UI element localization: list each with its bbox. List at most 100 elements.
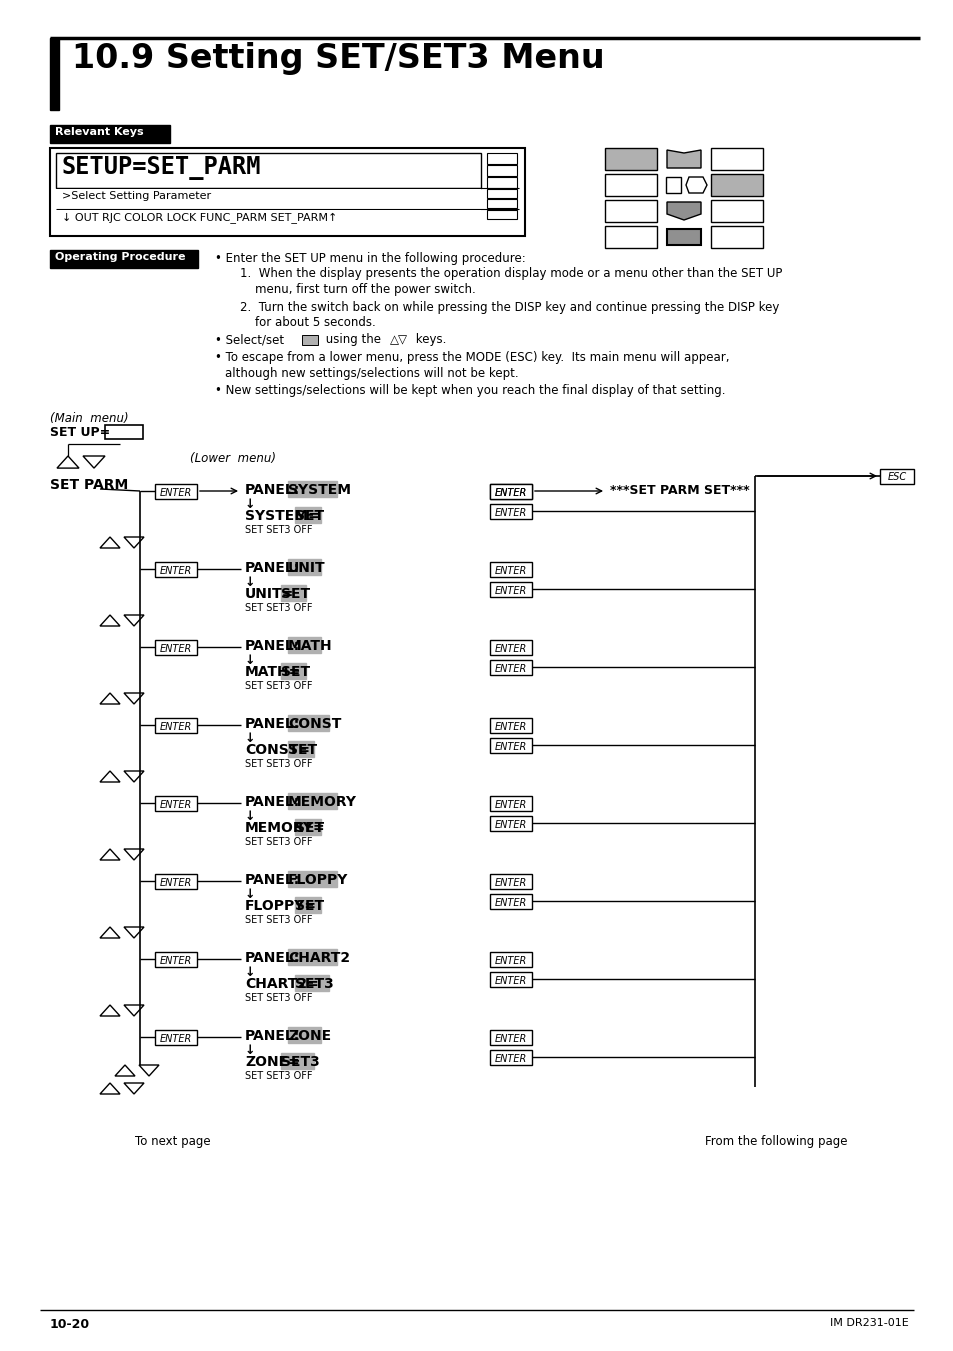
Text: △▽: △▽ (390, 334, 408, 346)
Bar (710, 200, 762, 222)
Text: From the following page: From the following page (704, 1135, 846, 1148)
Bar (288, 715, 329, 731)
Bar (302, 335, 317, 345)
Text: UNIT: UNIT (288, 561, 326, 576)
Bar (490, 640, 532, 655)
Text: ENTER: ENTER (495, 643, 527, 654)
Text: SET: SET (295, 821, 324, 835)
Text: >Select Setting Parameter: >Select Setting Parameter (62, 190, 211, 201)
Bar (710, 226, 762, 249)
Text: ESC: ESC (886, 473, 905, 482)
Text: ENTER: ENTER (495, 721, 527, 731)
Text: SET SET3 OFF: SET SET3 OFF (245, 681, 313, 690)
Text: PANEL:: PANEL: (245, 1029, 300, 1043)
Bar (486, 199, 517, 208)
Text: ENTER: ENTER (495, 820, 527, 830)
Bar (56, 189, 480, 209)
Bar (295, 897, 320, 913)
Text: SET SET3 OFF: SET SET3 OFF (245, 838, 313, 847)
Bar (604, 226, 657, 249)
Text: IM DR231-01E: IM DR231-01E (829, 1319, 908, 1328)
Text: ENTER: ENTER (495, 585, 527, 596)
Text: ↓ OUT RJC COLOR LOCK FUNC_PARM SET_PARM↑: ↓ OUT RJC COLOR LOCK FUNC_PARM SET_PARM↑ (62, 212, 337, 223)
Text: ENTER: ENTER (495, 488, 527, 497)
Text: SET3: SET3 (281, 1055, 319, 1069)
Text: ENTER: ENTER (495, 663, 527, 674)
Bar (490, 971, 532, 988)
Text: SETUP=SET_PARM: SETUP=SET_PARM (62, 155, 261, 180)
Bar (490, 796, 532, 811)
Bar (879, 469, 913, 484)
Bar (50, 126, 170, 143)
Text: FLOPPY=: FLOPPY= (245, 898, 316, 913)
Text: SET: SET (281, 586, 310, 601)
Text: ENTER: ENTER (495, 742, 527, 751)
Bar (710, 149, 762, 170)
Text: ***SET PARM SET***: ***SET PARM SET*** (609, 484, 749, 497)
Text: ENTER: ENTER (495, 566, 527, 576)
Bar (154, 484, 196, 499)
Text: ZONE: ZONE (288, 1029, 331, 1043)
Bar (288, 638, 321, 653)
Bar (50, 38, 59, 109)
Text: PANEL:: PANEL: (245, 794, 300, 809)
Text: To next page: To next page (135, 1135, 211, 1148)
Bar (295, 975, 328, 992)
Bar (154, 796, 196, 811)
Bar (490, 816, 532, 831)
Text: ↓: ↓ (245, 499, 255, 511)
Text: ENTER: ENTER (495, 508, 527, 517)
Bar (154, 562, 196, 577)
Text: keys.: keys. (412, 334, 446, 346)
Bar (281, 663, 306, 680)
Text: MATH: MATH (288, 639, 333, 653)
Bar (295, 819, 320, 835)
Text: ↓: ↓ (245, 1044, 255, 1056)
Text: ENTER: ENTER (160, 878, 192, 888)
Bar (490, 562, 532, 577)
Text: ENTER: ENTER (160, 721, 192, 731)
Bar (486, 177, 517, 188)
Text: ENTER: ENTER (495, 1054, 527, 1063)
Bar (288, 948, 336, 965)
Text: SET UP=: SET UP= (50, 426, 111, 439)
Bar (490, 874, 532, 889)
Text: SET: SET (281, 665, 310, 680)
Polygon shape (666, 230, 700, 245)
Text: SET SET3 OFF: SET SET3 OFF (245, 759, 313, 769)
Bar (295, 507, 320, 523)
Text: CONST: CONST (288, 717, 341, 731)
Text: SET PARM: SET PARM (50, 478, 128, 492)
Text: ENTER: ENTER (495, 975, 527, 985)
Text: for about 5 seconds.: for about 5 seconds. (254, 316, 375, 330)
Text: ↓: ↓ (245, 888, 255, 901)
Text: ENTER: ENTER (160, 955, 192, 966)
Bar (56, 153, 480, 188)
Text: ENTER: ENTER (160, 566, 192, 576)
Text: ↓: ↓ (245, 966, 255, 979)
Bar (490, 504, 532, 519)
Bar (56, 209, 480, 230)
Bar (50, 149, 524, 236)
Text: 2.  Turn the switch back on while pressing the DISP key and continue pressing th: 2. Turn the switch back on while pressin… (240, 300, 779, 313)
Bar (154, 1029, 196, 1046)
Bar (490, 484, 532, 499)
Bar (486, 209, 517, 219)
Text: ENTER: ENTER (495, 800, 527, 809)
Text: Relevant Keys: Relevant Keys (55, 127, 144, 136)
Text: menu, first turn off the power switch.: menu, first turn off the power switch. (254, 282, 476, 296)
Text: • Select/set: • Select/set (214, 334, 288, 346)
Text: 10-20: 10-20 (50, 1319, 90, 1331)
Text: ENTER: ENTER (160, 800, 192, 809)
Text: ↓: ↓ (245, 811, 255, 823)
Text: ENTER: ENTER (495, 897, 527, 908)
Bar (490, 1050, 532, 1065)
Bar (281, 585, 306, 601)
Text: 10.9 Setting SET/SET3 Menu: 10.9 Setting SET/SET3 Menu (71, 42, 604, 76)
Text: ZONE=: ZONE= (245, 1055, 299, 1069)
Text: MATH=: MATH= (245, 665, 301, 680)
Bar (490, 894, 532, 909)
Bar (490, 738, 532, 753)
Bar (490, 484, 532, 499)
Bar (604, 149, 657, 170)
